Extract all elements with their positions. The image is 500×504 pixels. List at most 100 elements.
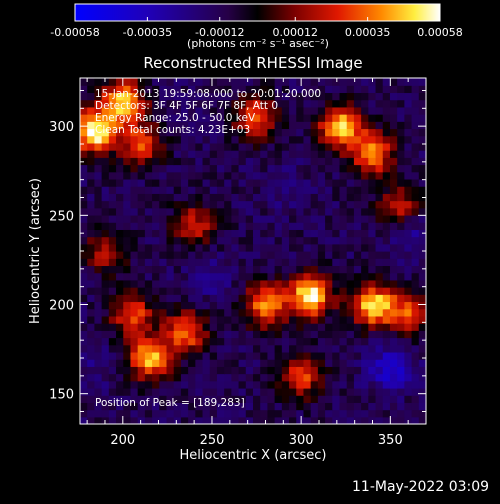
heatmap-cell	[224, 416, 232, 424]
heatmap-cell	[202, 351, 211, 360]
heatmap-cell	[260, 106, 269, 115]
heatmap-cell	[94, 214, 103, 223]
heatmap-cell	[216, 287, 225, 295]
heatmap-cell	[80, 380, 88, 389]
heatmap-cell	[108, 323, 117, 331]
heatmap-cell	[224, 193, 232, 202]
heatmap-cell	[108, 366, 117, 375]
heatmap-cell	[245, 323, 254, 331]
heatmap-cell	[123, 78, 132, 86]
heatmap-cell	[382, 330, 391, 339]
heatmap-cell	[108, 193, 117, 202]
heatmap-cell	[137, 92, 146, 101]
heatmap-cell	[231, 85, 240, 94]
heatmap-cell	[260, 337, 269, 346]
heatmap-cell	[209, 402, 218, 411]
heatmap-cell	[375, 222, 384, 230]
heatmap-cell	[159, 193, 168, 202]
heatmap-cell	[173, 207, 182, 216]
heatmap-cell	[188, 272, 196, 281]
heatmap-cell	[281, 351, 290, 360]
heatmap-cell	[346, 359, 355, 367]
heatmap-cell	[332, 287, 341, 295]
heatmap-cell	[130, 214, 139, 223]
heatmap-cell	[180, 121, 189, 130]
heatmap-cell	[418, 92, 426, 101]
heatmap-cell	[404, 323, 413, 331]
heatmap-cell	[80, 301, 88, 310]
heatmap-cell	[209, 121, 218, 130]
heatmap-cell	[188, 214, 196, 223]
heatmap-cell	[260, 380, 269, 389]
heatmap-cell	[274, 251, 283, 259]
heatmap-cell	[317, 142, 326, 151]
heatmap-cell	[317, 229, 326, 238]
heatmap-cell	[94, 387, 103, 396]
heatmap-cell	[159, 416, 168, 424]
heatmap-cell	[303, 106, 312, 115]
heatmap-cell	[101, 359, 110, 367]
heatmap-cell	[152, 337, 160, 346]
heatmap-cell	[289, 272, 297, 281]
heatmap-cell	[144, 409, 153, 418]
heatmap-cell	[195, 258, 204, 267]
heatmap-cell	[361, 214, 369, 223]
heatmap-cell	[418, 359, 426, 367]
heatmap-cell	[260, 359, 269, 367]
heatmap-cell	[144, 99, 153, 108]
heatmap-cell	[231, 373, 240, 382]
heatmap-cell	[404, 294, 413, 303]
heatmap-cell	[224, 186, 232, 194]
heatmap-cell	[173, 366, 182, 375]
heatmap-cell	[180, 251, 189, 259]
heatmap-cell	[368, 337, 377, 346]
heatmap-cell	[144, 359, 153, 367]
heatmap-cell	[339, 380, 348, 389]
heatmap-cell	[159, 366, 168, 375]
heatmap-cell	[101, 308, 110, 317]
heatmap-cell	[303, 402, 312, 411]
heatmap-cell	[418, 308, 426, 317]
heatmap-cell	[108, 387, 117, 396]
heatmap-cell	[166, 366, 175, 375]
heatmap-cell	[397, 366, 405, 375]
heatmap-cell	[108, 344, 117, 353]
heatmap-cell	[245, 92, 254, 101]
heatmap-cell	[296, 416, 305, 424]
heatmap-cell	[389, 323, 398, 331]
heatmap-cell	[332, 373, 341, 382]
heatmap-cell	[144, 344, 153, 353]
heatmap-cell	[325, 106, 333, 115]
heatmap-cell	[123, 402, 132, 411]
heatmap-cell	[216, 380, 225, 389]
heatmap-cell	[231, 200, 240, 209]
heatmap-cell	[260, 214, 269, 223]
heatmap-cell	[159, 344, 168, 353]
heatmap-cell	[166, 243, 175, 252]
heatmap-cell	[317, 150, 326, 158]
heatmap-cell	[361, 121, 369, 130]
heatmap-cell	[404, 366, 413, 375]
heatmap-cell	[108, 171, 117, 180]
heatmap-cell	[389, 373, 398, 382]
heatmap-cell	[353, 337, 362, 346]
heatmap-cell	[418, 236, 426, 245]
heatmap-cell	[325, 171, 333, 180]
heatmap-cell	[202, 301, 211, 310]
heatmap-cell	[144, 258, 153, 267]
heatmap-cell	[353, 265, 362, 274]
heatmap-cell	[325, 416, 333, 424]
heatmap-cell	[137, 330, 146, 339]
heatmap-cell	[224, 344, 232, 353]
heatmap-cell	[346, 366, 355, 375]
heatmap-cell	[166, 337, 175, 346]
heatmap-cell	[202, 186, 211, 194]
heatmap-cell	[152, 243, 160, 252]
heatmap-cell	[216, 128, 225, 137]
heatmap-cell	[281, 193, 290, 202]
heatmap-cell	[325, 222, 333, 230]
heatmap-cell	[418, 78, 426, 86]
heatmap-cell	[346, 402, 355, 411]
heatmap-cell	[188, 236, 196, 245]
heatmap-cell	[353, 236, 362, 245]
